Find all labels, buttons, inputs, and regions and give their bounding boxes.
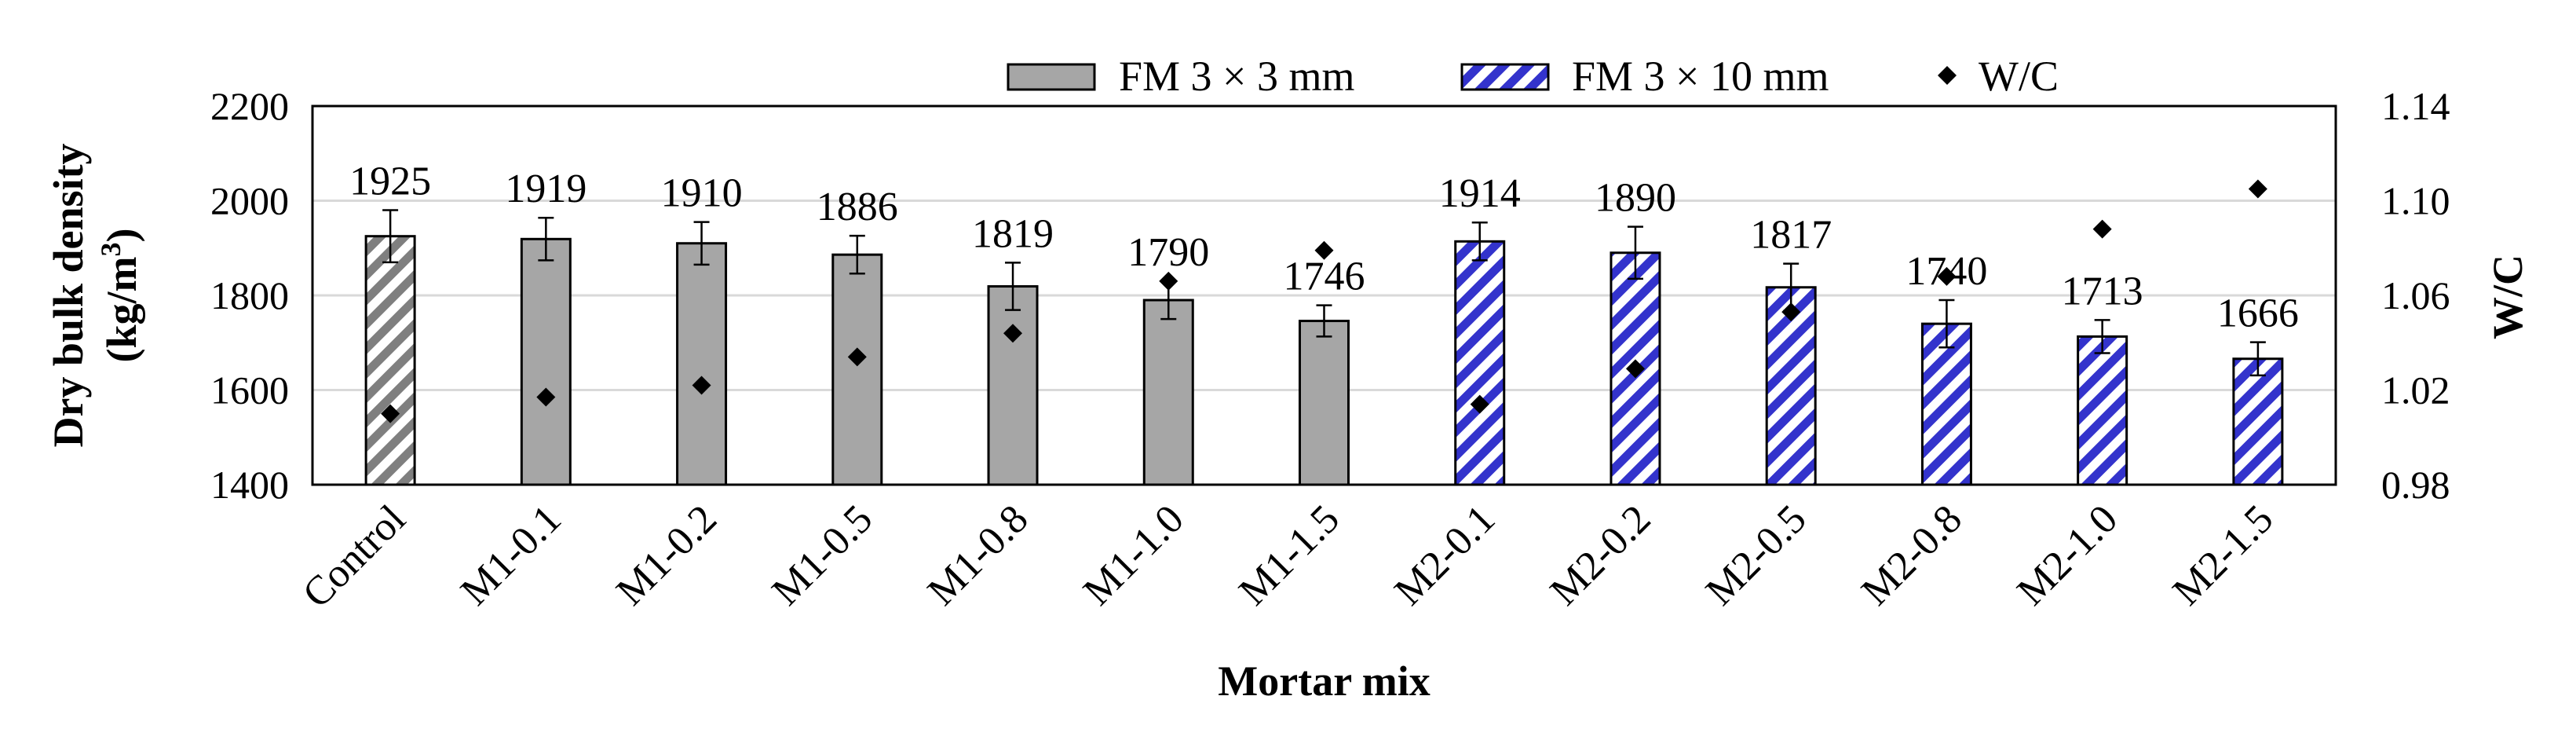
wc-marker [1625,359,1645,379]
error-bar [2249,341,2266,377]
wc-marker [2092,219,2112,239]
plot-frame [311,104,2337,486]
legend: FM 3 × 3 mm FM 3 × 10 mm W/C [1007,53,2059,100]
x-tick-label: M2-0.8 [1853,496,1971,614]
data-label: 1817 [1750,213,1832,258]
wc-marker [1781,302,1801,322]
bar-M1-0.1 [520,237,572,486]
bar-M2-0.1 [1454,240,1506,486]
y2-tick-label: 0.98 [2381,463,2450,507]
y2-tick-label: 1.06 [2381,273,2450,317]
error-bar [849,234,865,275]
error-bar [1005,262,1021,311]
y-tick-label: 1600 [210,368,289,412]
x-tick-label: Control [294,496,415,617]
bar-M1-1.5 [1299,320,1350,486]
legend-swatch-fm3x3 [1007,63,1096,91]
bar-Control [364,235,416,486]
bar-M1-0.8 [987,285,1039,486]
wc-marker [2248,179,2267,199]
y2-tick-label: 1.10 [2381,179,2450,223]
x-tick-label: M1-0.5 [764,496,882,614]
y-axis-title: Dry bulk density (kg/m3) [45,143,145,447]
data-label: 1925 [349,159,431,204]
y-tick-label: 1800 [210,273,289,317]
x-tick-label: M2-0.2 [1542,496,1660,614]
legend-swatch-fm3x10 [1460,63,1550,91]
bar-M1-1.0 [1142,299,1194,486]
wc-marker [847,347,867,367]
wc-marker [1937,266,1957,286]
bar-M1-0.2 [676,242,728,486]
data-label: 1914 [1439,171,1521,216]
wc-markers [381,179,2267,423]
data-label: 1790 [1127,230,1209,275]
y-axis-title-line2: (kg/m [98,256,145,362]
y2-axis-title: W/C [2484,255,2531,339]
data-label: 1910 [661,171,743,216]
data-label: 1890 [1595,176,1676,221]
x-tick-label: M2-0.1 [1387,496,1504,614]
data-label: 1886 [817,185,898,229]
data-label: 1666 [2217,291,2299,336]
y-tick-label: 1400 [210,463,289,507]
error-bar [693,221,710,266]
y-tick-label: 2000 [210,179,289,223]
y-axis-title-line1: Dry bulk density [45,143,92,447]
x-tick-label: M2-0.5 [1697,496,1815,614]
bar-M2-1.5 [2232,357,2284,486]
y2-tick-label: 1.02 [2381,368,2450,412]
legend-label: W/C [1979,53,2059,100]
x-tick-label: M1-1.5 [1230,496,1348,614]
error-bar [1938,299,1955,349]
x-tick-label: M2-1.0 [2009,496,2127,614]
bars: 1925 1919 1910 1886 1819 1790 1746 1914 1890 1817… [349,159,2299,486]
x-tick-label: M2-1.5 [2165,496,2282,614]
error-bar [1627,225,1643,280]
legend-label: FM 3 × 10 mm [1572,53,1829,100]
wc-marker [1003,324,1023,343]
x-tick-label: M1-0.1 [452,496,570,614]
data-label: 1819 [972,211,1054,256]
error-bar [1316,304,1332,338]
wc-marker [1470,394,1489,414]
legend-label: FM 3 × 3 mm [1119,53,1355,100]
x-tick-label: M1-1.0 [1075,496,1193,614]
wc-marker [536,387,556,407]
data-label: 1919 [505,167,586,211]
bar-M2-1.0 [2077,335,2128,486]
y-axis-title-close: ) [98,229,145,243]
error-bar [538,216,554,262]
y2-tick-label: 1.14 [2381,84,2450,128]
error-bar [382,209,399,264]
data-label: 1746 [1284,255,1365,299]
data-label: 1713 [2062,269,2143,313]
y-axis-title-superscript: 3 [95,242,126,256]
wc-marker [1314,240,1334,260]
x-axis-title: Mortar mix [1218,658,1430,705]
error-bar [2094,319,2110,354]
wc-marker [692,375,711,395]
y-tick-label: 2200 [210,84,289,128]
x-tick-label: M1-0.8 [919,496,1037,614]
error-bar [1471,221,1488,262]
legend-marker-wc [1938,66,1957,85]
wc-marker [1159,271,1178,291]
wc-marker [381,404,400,423]
x-tick-label: M1-0.2 [608,496,725,614]
bar-M1-0.5 [831,253,883,486]
